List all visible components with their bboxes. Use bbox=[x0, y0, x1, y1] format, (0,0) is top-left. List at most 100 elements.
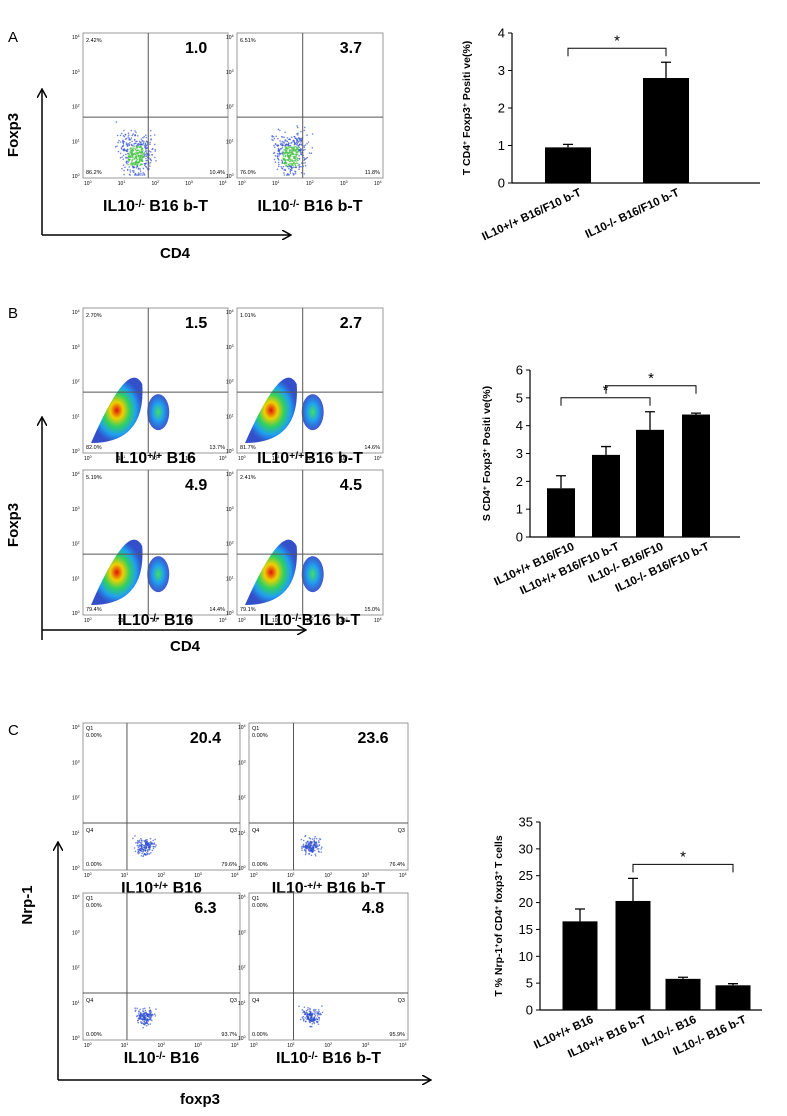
log-base: 10 bbox=[72, 576, 78, 582]
significance-label: * bbox=[648, 370, 654, 387]
event bbox=[310, 854, 313, 857]
event bbox=[145, 1014, 148, 1016]
event bbox=[137, 135, 139, 137]
log-exponent: 4 bbox=[225, 180, 227, 184]
event bbox=[138, 1018, 140, 1020]
error-bar bbox=[678, 976, 688, 979]
event bbox=[141, 147, 144, 150]
log-tick-label: 102 bbox=[306, 617, 314, 624]
log-exponent: 4 bbox=[225, 617, 227, 621]
event bbox=[284, 131, 286, 133]
log-base: 10 bbox=[72, 345, 78, 351]
event bbox=[139, 849, 141, 851]
event bbox=[308, 846, 311, 848]
event bbox=[288, 146, 291, 149]
event bbox=[114, 146, 117, 148]
log-base: 10 bbox=[72, 507, 78, 513]
log-base: 10 bbox=[374, 618, 380, 624]
event bbox=[124, 133, 127, 136]
event bbox=[139, 141, 142, 144]
significance-bracket bbox=[567, 47, 667, 57]
quadrant-percent: 76.0% bbox=[240, 170, 256, 176]
log-tick-label: 102 bbox=[226, 541, 234, 548]
label-part: IL10 bbox=[276, 1050, 308, 1067]
label: IL10+/+B16 b-T bbox=[257, 450, 363, 467]
event bbox=[144, 144, 146, 147]
event bbox=[150, 159, 153, 162]
event bbox=[304, 144, 307, 146]
event bbox=[139, 168, 141, 170]
event bbox=[126, 145, 129, 147]
log-tick-label: 104 bbox=[219, 180, 227, 187]
event bbox=[306, 1015, 309, 1018]
event bbox=[116, 145, 118, 148]
log-base: 10 bbox=[152, 456, 158, 462]
event bbox=[305, 847, 307, 849]
log-base: 10 bbox=[238, 760, 244, 766]
event bbox=[291, 164, 293, 166]
event bbox=[142, 850, 145, 853]
event bbox=[119, 141, 122, 143]
label-part: B16 b-T bbox=[145, 198, 208, 215]
event bbox=[130, 144, 133, 147]
log-base: 10 bbox=[306, 456, 312, 462]
event bbox=[318, 1019, 320, 1021]
event bbox=[271, 138, 273, 141]
event bbox=[314, 835, 317, 838]
log-base: 10 bbox=[399, 873, 405, 879]
log-tick-label: 100 bbox=[226, 610, 234, 617]
event bbox=[306, 156, 309, 159]
event bbox=[150, 852, 152, 854]
log-tick-label: 100 bbox=[84, 455, 92, 462]
quadrant-percent: 95.9% bbox=[389, 1032, 405, 1038]
event bbox=[148, 1018, 151, 1021]
event bbox=[123, 129, 125, 132]
event bbox=[129, 169, 132, 171]
event bbox=[120, 147, 123, 150]
event bbox=[278, 159, 280, 161]
event bbox=[288, 165, 291, 167]
log-tick-label: 103 bbox=[340, 455, 348, 462]
log-base: 10 bbox=[226, 414, 232, 420]
log-tick-label: 101 bbox=[121, 1042, 129, 1049]
bar bbox=[682, 414, 710, 537]
log-tick-label: 103 bbox=[185, 455, 193, 462]
event bbox=[280, 152, 283, 155]
event bbox=[272, 152, 275, 155]
log-exponent: 2 bbox=[232, 379, 234, 383]
log-base: 10 bbox=[219, 618, 225, 624]
event bbox=[299, 151, 302, 154]
log-base: 10 bbox=[185, 618, 191, 624]
event bbox=[284, 169, 287, 172]
log-base: 10 bbox=[72, 611, 78, 617]
event bbox=[281, 160, 284, 163]
log-base: 10 bbox=[325, 873, 331, 879]
log-base: 10 bbox=[84, 873, 90, 879]
log-tick-label: 102 bbox=[325, 1042, 333, 1049]
bar bbox=[615, 900, 651, 1010]
log-exponent: 2 bbox=[312, 617, 314, 621]
event bbox=[302, 1020, 305, 1022]
event bbox=[308, 152, 311, 154]
quadrant-percent: Q3 bbox=[398, 828, 405, 834]
event bbox=[307, 1017, 310, 1020]
event bbox=[141, 140, 144, 142]
axis-title: Nrp-1 bbox=[19, 885, 36, 924]
event bbox=[295, 158, 298, 161]
event bbox=[141, 1014, 144, 1017]
log-base: 10 bbox=[152, 618, 158, 624]
log-tick-label: 101 bbox=[238, 830, 246, 837]
event bbox=[149, 1017, 152, 1020]
log-tick-label: 100 bbox=[84, 180, 92, 187]
log-tick-label: 100 bbox=[72, 173, 80, 180]
log-exponent: 1 bbox=[126, 1042, 128, 1046]
event bbox=[300, 144, 303, 146]
event bbox=[294, 164, 297, 167]
log-base: 10 bbox=[72, 930, 78, 936]
event bbox=[146, 141, 148, 143]
log-base: 10 bbox=[72, 139, 78, 145]
event bbox=[287, 165, 289, 168]
event bbox=[127, 163, 130, 166]
event bbox=[303, 129, 306, 132]
event bbox=[283, 152, 285, 155]
